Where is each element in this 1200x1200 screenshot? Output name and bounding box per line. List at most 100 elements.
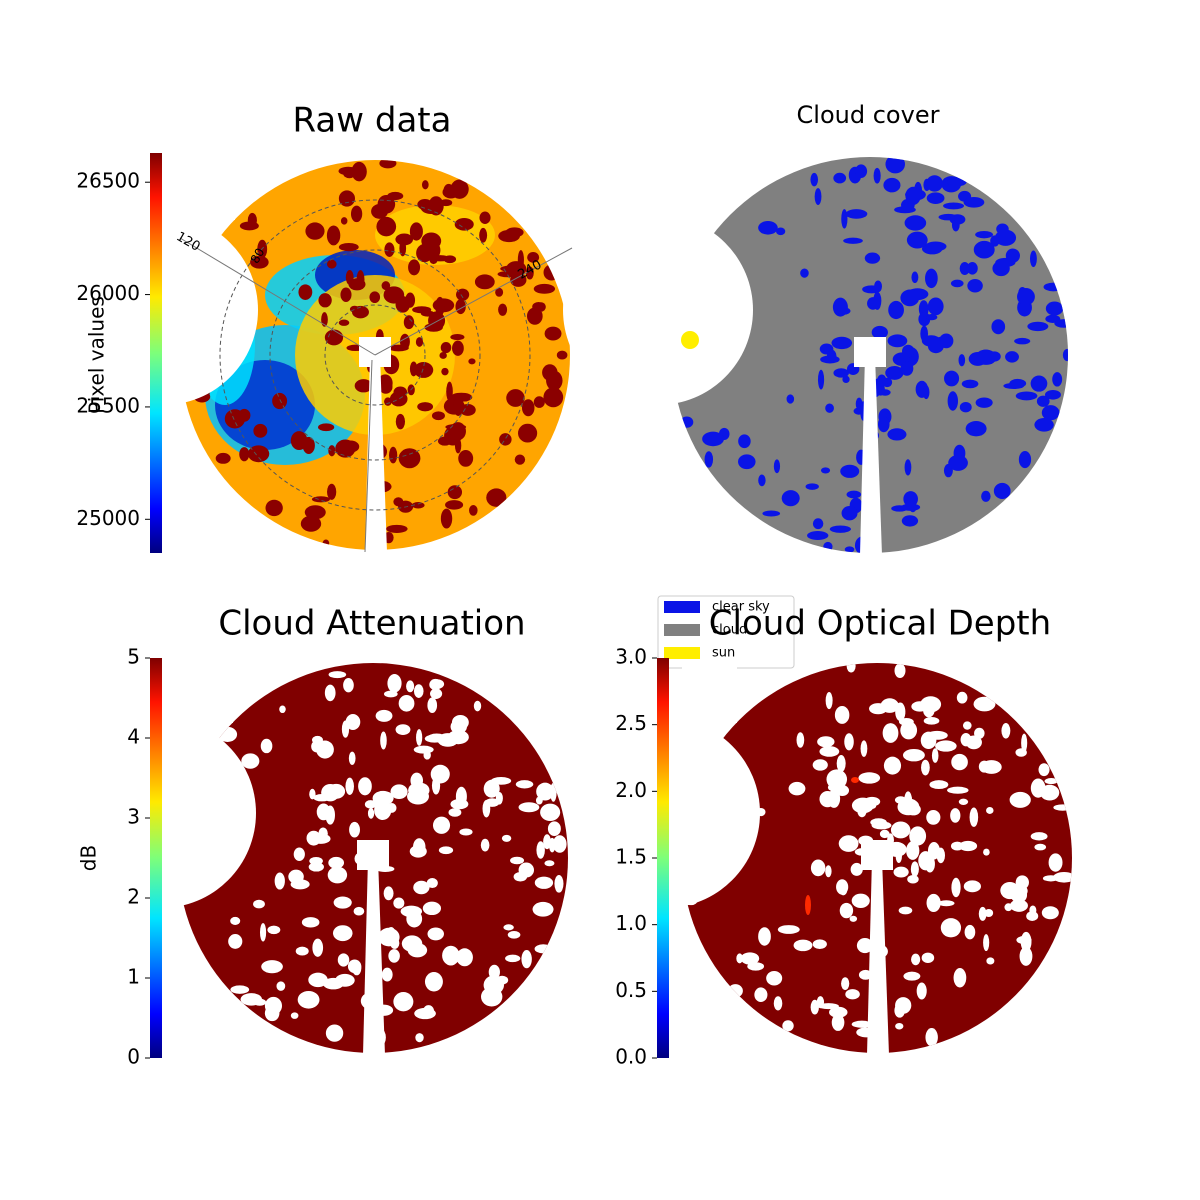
blob [836, 754, 846, 773]
blob [556, 350, 568, 360]
blob [1030, 832, 1048, 841]
blob [450, 719, 467, 734]
azimuth-line [179, 237, 376, 356]
blob [844, 733, 854, 751]
blob [950, 808, 961, 823]
blob [495, 975, 509, 985]
blob [276, 981, 286, 991]
blob [1062, 348, 1068, 362]
blob [327, 259, 337, 269]
blob [293, 847, 305, 861]
blob [944, 370, 960, 387]
blob [544, 860, 555, 867]
blob [704, 451, 714, 468]
blob [923, 717, 940, 725]
blob [947, 391, 959, 411]
colorbar-tick-label: 2 [127, 885, 140, 909]
blob [215, 452, 231, 464]
sky-layer [180, 160, 570, 550]
blob [986, 957, 995, 965]
blob [796, 732, 805, 748]
blob [413, 684, 424, 698]
blob [959, 262, 970, 275]
blob [483, 779, 500, 798]
blob [834, 706, 850, 724]
blob [408, 259, 421, 276]
blob [758, 474, 766, 487]
blob [241, 753, 260, 769]
blob [406, 910, 423, 928]
blob [432, 687, 440, 699]
blob [349, 821, 360, 838]
blob [398, 448, 421, 469]
mast [363, 858, 385, 1055]
blob [1053, 804, 1072, 811]
blob [442, 945, 460, 966]
blob [230, 916, 241, 925]
blob [383, 690, 398, 698]
blob [393, 991, 414, 1012]
blob [903, 748, 925, 762]
blob [445, 500, 464, 510]
blob [964, 924, 976, 940]
blob [513, 872, 528, 882]
blob [259, 923, 267, 942]
blob [490, 777, 512, 785]
blob [855, 164, 868, 179]
legend-label: clear sky [712, 600, 770, 615]
blob [948, 454, 968, 471]
blob [295, 946, 309, 956]
blob [395, 413, 406, 430]
blob [356, 270, 365, 290]
panel-title: Cloud Attenuation [218, 604, 525, 644]
blob [869, 703, 888, 715]
blob [986, 807, 994, 814]
blob [290, 1012, 299, 1019]
blob [409, 222, 423, 241]
blob [333, 896, 352, 909]
blob [468, 358, 476, 365]
blob [1041, 906, 1059, 920]
blob [805, 483, 819, 490]
blob [893, 866, 909, 878]
blob [427, 697, 438, 714]
blob [978, 760, 990, 773]
blob [417, 402, 434, 412]
blob [814, 188, 822, 206]
blob [415, 337, 424, 347]
blob [849, 915, 858, 922]
blob [927, 842, 940, 860]
mast [860, 355, 882, 555]
blob [951, 753, 968, 771]
blob [1034, 843, 1047, 851]
blob [353, 906, 365, 916]
blob [298, 284, 313, 300]
blob [327, 866, 348, 884]
blob [431, 776, 441, 795]
blob [239, 447, 250, 462]
blob [459, 828, 473, 836]
blob [552, 835, 567, 853]
blob [974, 727, 985, 739]
blob [910, 861, 919, 877]
blob [1029, 250, 1037, 268]
azimuth-line [374, 247, 573, 356]
blob [354, 379, 373, 393]
blob [265, 499, 283, 517]
blob [1043, 282, 1064, 292]
blob [506, 389, 525, 407]
blob [905, 188, 926, 201]
blob [484, 798, 500, 807]
blob [308, 972, 328, 988]
blob [288, 869, 304, 884]
blob [395, 724, 411, 735]
blob [518, 423, 538, 443]
blob [812, 759, 828, 771]
horizon-bite [68, 215, 258, 405]
blob [976, 349, 995, 363]
hot-spot [805, 895, 811, 915]
blob [954, 214, 961, 223]
blob [818, 1003, 839, 1010]
blob [304, 505, 326, 520]
